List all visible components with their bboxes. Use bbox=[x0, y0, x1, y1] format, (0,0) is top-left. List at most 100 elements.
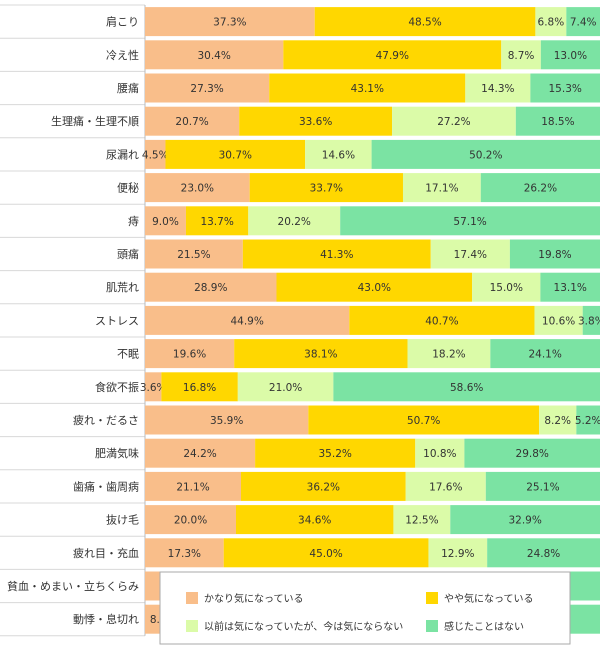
bar-segment bbox=[487, 538, 600, 568]
bar-segment bbox=[534, 305, 583, 335]
bar-segment bbox=[305, 139, 372, 169]
data-label: 30.4% bbox=[197, 50, 230, 62]
data-label: 15.0% bbox=[490, 282, 523, 294]
category-label: 尿漏れ bbox=[106, 148, 139, 161]
category-label: 生理痛・生理不順 bbox=[51, 114, 139, 128]
bar-segment bbox=[145, 405, 309, 435]
bar-segment bbox=[371, 139, 600, 169]
data-label: 5.2% bbox=[575, 415, 600, 427]
category-label: 抜け毛 bbox=[106, 513, 139, 527]
data-label: 27.3% bbox=[190, 83, 223, 95]
bar-segment bbox=[145, 239, 243, 269]
data-label: 43.1% bbox=[351, 83, 384, 95]
bar-segment bbox=[145, 438, 256, 468]
data-label: 48.5% bbox=[408, 17, 441, 29]
bar-segment bbox=[249, 173, 403, 203]
bar-segment bbox=[145, 7, 315, 37]
data-label: 30.7% bbox=[219, 149, 252, 161]
bar-segment bbox=[185, 206, 249, 236]
data-label: 19.6% bbox=[173, 349, 206, 361]
bar-segment bbox=[161, 372, 238, 402]
bar-segment bbox=[402, 173, 481, 203]
bar-segment bbox=[393, 505, 451, 535]
bar-segment bbox=[430, 239, 510, 269]
bar-segment bbox=[340, 206, 600, 236]
data-label: 27.2% bbox=[437, 116, 470, 128]
data-label: 24.1% bbox=[528, 349, 561, 361]
bar-segment bbox=[145, 173, 250, 203]
legend-swatch bbox=[186, 592, 198, 604]
bar-segment bbox=[450, 505, 600, 535]
data-label: 21.1% bbox=[176, 481, 209, 493]
data-label: 16.8% bbox=[183, 382, 216, 394]
category-label: 歯痛・歯周病 bbox=[73, 479, 139, 493]
data-label: 50.7% bbox=[407, 415, 440, 427]
category-label: 肩こり bbox=[106, 15, 139, 29]
data-label: 10.8% bbox=[423, 448, 456, 460]
bar-segment bbox=[283, 40, 502, 70]
legend-swatch bbox=[186, 620, 198, 632]
bar-segment bbox=[269, 73, 466, 103]
data-label: 19.8% bbox=[538, 249, 571, 261]
data-label: 26.2% bbox=[524, 183, 557, 195]
legend-box bbox=[159, 571, 571, 645]
bar-segment bbox=[515, 106, 600, 136]
data-label: 23.0% bbox=[181, 183, 214, 195]
data-label: 33.6% bbox=[299, 116, 332, 128]
bar-segment bbox=[145, 538, 224, 568]
bar-segment bbox=[145, 471, 242, 501]
bar-segment bbox=[145, 73, 270, 103]
data-label: 58.6% bbox=[450, 382, 483, 394]
category-label: 肥満気味 bbox=[95, 446, 139, 460]
category-label: 疲れ目・充血 bbox=[73, 546, 139, 560]
data-label: 18.5% bbox=[541, 116, 574, 128]
category-label: 肌荒れ bbox=[106, 281, 139, 294]
data-label: 57.1% bbox=[453, 216, 486, 228]
category-label: ストレス bbox=[95, 314, 139, 327]
bar-segment bbox=[145, 505, 236, 535]
bar-segment bbox=[490, 339, 600, 369]
data-label: 33.7% bbox=[310, 183, 343, 195]
bar-segment bbox=[145, 339, 235, 369]
data-label: 43.0% bbox=[358, 282, 391, 294]
data-label: 13.7% bbox=[200, 216, 233, 228]
data-label: 32.9% bbox=[508, 515, 541, 527]
bar-segment bbox=[223, 538, 429, 568]
data-label: 37.3% bbox=[213, 17, 246, 29]
bar-segment bbox=[415, 438, 465, 468]
category-label: 冷え性 bbox=[106, 48, 139, 62]
bar-segment bbox=[485, 471, 600, 501]
data-label: 4.5% bbox=[142, 149, 169, 161]
bar-segment bbox=[509, 239, 600, 269]
legend-label: やや気になっている bbox=[444, 592, 534, 605]
bar-segment bbox=[165, 139, 306, 169]
data-label: 40.7% bbox=[425, 315, 458, 327]
data-label: 20.0% bbox=[174, 515, 207, 527]
legend-swatch bbox=[426, 592, 438, 604]
bar-segment bbox=[480, 173, 600, 203]
data-label: 14.6% bbox=[322, 149, 355, 161]
data-label: 44.9% bbox=[230, 315, 263, 327]
bar-segment bbox=[405, 471, 486, 501]
bar-segment bbox=[535, 7, 567, 37]
category-label: 不眠 bbox=[117, 348, 139, 361]
data-label: 17.6% bbox=[429, 481, 462, 493]
bar-segment bbox=[248, 206, 341, 236]
bar-segment bbox=[145, 305, 350, 335]
data-label: 50.2% bbox=[469, 149, 502, 161]
bar-segment bbox=[145, 106, 240, 136]
data-label: 17.4% bbox=[454, 249, 487, 261]
data-label: 29.8% bbox=[516, 448, 549, 460]
legend-swatch bbox=[426, 620, 438, 632]
bar-segment bbox=[234, 339, 408, 369]
data-label: 13.1% bbox=[554, 282, 587, 294]
bar-segment bbox=[540, 272, 600, 302]
data-label: 13.0% bbox=[554, 50, 587, 62]
bar-segment bbox=[349, 305, 535, 335]
category-label: 動悸・息切れ bbox=[73, 612, 139, 626]
data-label: 20.7% bbox=[175, 116, 208, 128]
category-label: 食欲不振 bbox=[95, 380, 139, 394]
data-label: 17.1% bbox=[425, 183, 458, 195]
data-label: 36.2% bbox=[307, 481, 340, 493]
category-label: 疲れ・だるさ bbox=[73, 413, 139, 427]
